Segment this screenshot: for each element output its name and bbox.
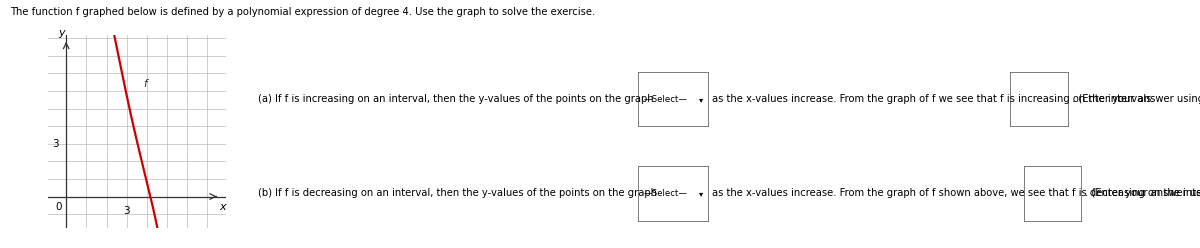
- Text: y: y: [58, 28, 65, 38]
- Text: The function f graphed below is defined by a polynomial expression of degree 4. : The function f graphed below is defined …: [10, 7, 595, 17]
- Text: 3: 3: [52, 139, 59, 149]
- Text: as the x-values increase. From the graph of f shown above, we see that f is decr: as the x-values increase. From the graph…: [712, 188, 1200, 198]
- Text: f: f: [143, 79, 146, 90]
- Text: 0: 0: [56, 202, 62, 212]
- Text: 3: 3: [124, 206, 130, 216]
- Text: x: x: [220, 202, 226, 212]
- Text: —Select—: —Select—: [644, 95, 688, 104]
- Text: ▾: ▾: [698, 95, 703, 104]
- Text: (a) If f is increasing on an interval, then the y-values of the points on the gr: (a) If f is increasing on an interval, t…: [258, 94, 654, 104]
- Text: . (Enter your answer using interval notation.): . (Enter your answer using interval nota…: [1085, 188, 1200, 198]
- Text: as the x-values increase. From the graph of f we see that f is increasing on the: as the x-values increase. From the graph…: [712, 94, 1151, 104]
- Text: ▾: ▾: [698, 189, 703, 198]
- Text: (b) If f is decreasing on an interval, then the y-values of the points on the gr: (b) If f is decreasing on an interval, t…: [258, 188, 658, 198]
- Text: . (Enter your answer using interval notation.): . (Enter your answer using interval nota…: [1072, 94, 1200, 104]
- Text: —Select—: —Select—: [644, 189, 688, 198]
